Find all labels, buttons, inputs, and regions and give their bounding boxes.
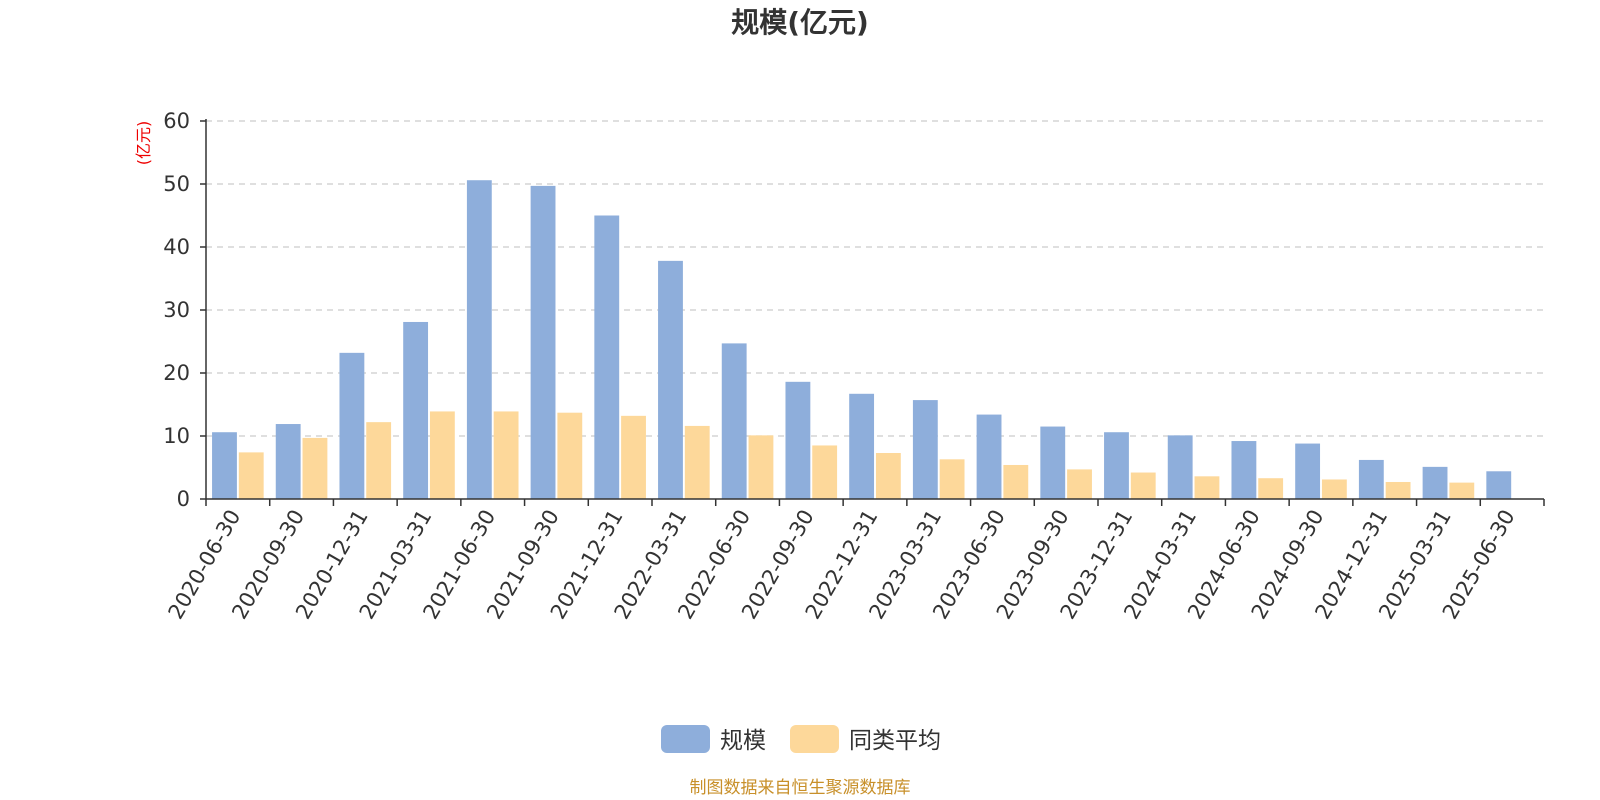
- bar-peer-average: [1067, 469, 1092, 499]
- legend-swatch: [661, 725, 710, 753]
- bars: [212, 180, 1512, 499]
- bar-scale: [1040, 426, 1066, 499]
- bar-scale: [275, 424, 301, 499]
- bar-peer-average: [429, 411, 455, 499]
- bar-peer-average: [557, 412, 583, 499]
- y-tick-label: 0: [177, 487, 190, 511]
- bar-scale: [1422, 466, 1448, 499]
- bar-peer-average: [812, 445, 838, 499]
- bar-peer-average: [238, 452, 264, 499]
- legend[interactable]: 规模 同类平均: [661, 725, 941, 754]
- bar-scale: [212, 432, 237, 499]
- bar-scale: [339, 352, 365, 499]
- bar-peer-average: [1130, 472, 1156, 499]
- bar-scale: [1358, 459, 1384, 499]
- bar-peer-average: [684, 425, 710, 499]
- chart-title: 规模(亿元): [731, 6, 869, 39]
- y-tick-label: 40: [163, 235, 190, 259]
- bar-peer-average: [1258, 478, 1284, 499]
- bar-peer-average: [1194, 476, 1220, 499]
- bar-scale: [658, 260, 683, 499]
- source-note: 制图数据来自恒生聚源数据库: [690, 778, 911, 798]
- bar-peer-average: [1321, 479, 1347, 499]
- bar-peer-average: [1003, 464, 1029, 499]
- legend-item-peer-average[interactable]: 同类平均: [790, 725, 941, 754]
- bar-peer-average: [748, 435, 774, 499]
- bar-peer-average: [875, 453, 901, 499]
- legend-label: 规模: [720, 728, 766, 754]
- bar-peer-average: [366, 422, 392, 499]
- grid-lines: [206, 120, 1544, 437]
- bar-scale: [1231, 441, 1257, 499]
- legend-swatch: [790, 725, 839, 753]
- axes: 01020304050602020-06-302020-09-302020-12…: [163, 109, 1545, 623]
- bar-scale: [1486, 471, 1512, 499]
- bar-scale: [466, 180, 492, 499]
- legend-item-scale[interactable]: 规模: [661, 725, 766, 754]
- bar-scale: [849, 393, 875, 499]
- bar-peer-average: [1385, 481, 1411, 499]
- legend-label: 同类平均: [849, 728, 941, 754]
- bar-scale: [1167, 435, 1193, 499]
- bar-scale: [721, 343, 747, 499]
- y-tick-label: 20: [163, 361, 190, 385]
- bar-scale: [785, 381, 811, 499]
- bar-peer-average: [939, 459, 965, 499]
- y-tick-label: 30: [163, 298, 190, 322]
- bar-scale: [976, 414, 1002, 499]
- y-tick-label: 50: [163, 172, 190, 196]
- bar-peer-average: [493, 411, 519, 499]
- y-tick-label: 10: [163, 424, 190, 448]
- bar-peer-average: [302, 437, 328, 499]
- bar-scale: [530, 185, 556, 499]
- bar-scale: [594, 215, 620, 499]
- y-axis-unit: (亿元): [134, 121, 153, 166]
- bar-scale: [403, 321, 429, 499]
- bar-peer-average: [1449, 482, 1475, 499]
- y-tick-label: 60: [163, 109, 190, 133]
- bar-scale: [1295, 443, 1321, 499]
- bar-scale: [1104, 432, 1129, 499]
- bar-scale: [912, 400, 938, 499]
- bar-peer-average: [621, 415, 646, 499]
